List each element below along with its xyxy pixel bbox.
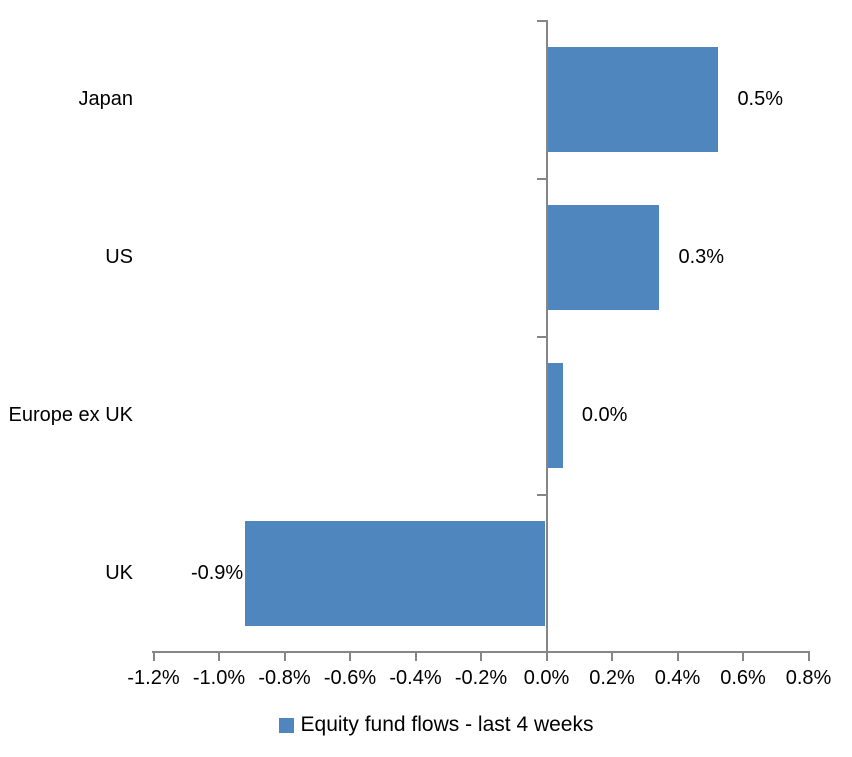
x-axis-tick <box>480 651 482 661</box>
x-axis-tick <box>611 651 613 661</box>
x-axis-tick <box>349 651 351 661</box>
bar-uk <box>245 520 546 626</box>
x-axis-tick-label: -1.0% <box>192 667 246 689</box>
x-axis-tick <box>414 651 417 661</box>
x-axis-tick <box>218 651 220 661</box>
x-axis-tick <box>742 651 744 661</box>
x-axis-tick-label: -0.2% <box>454 667 508 689</box>
x-axis-tick-label: -0.8% <box>258 667 311 689</box>
bar-europe-ex-uk <box>547 362 563 468</box>
legend-label: Equity fund flows - last 4 weeks <box>300 713 594 736</box>
x-axis-tick <box>545 651 548 661</box>
bar-value-label-europe-ex-uk: 0.0% <box>581 403 628 426</box>
y-axis-tick <box>537 178 546 180</box>
x-axis-tick-label: 0.4% <box>654 667 701 689</box>
bar-japan <box>547 46 719 152</box>
x-axis-tick <box>283 651 286 661</box>
legend-series-swatch-icon <box>278 717 294 733</box>
category-label-us: US <box>105 245 133 268</box>
bar-value-label-us: 0.3% <box>678 245 725 268</box>
bar-value-label-japan: 0.5% <box>737 87 784 110</box>
y-axis-tick <box>537 336 546 338</box>
y-axis-line <box>545 20 548 653</box>
category-label-europe-ex-uk: Europe ex UK <box>8 403 133 426</box>
x-axis-tick-label: -0.4% <box>389 667 442 689</box>
x-axis-tick-label: 0.0% <box>523 667 570 689</box>
x-axis-tick <box>807 651 810 661</box>
x-axis-tick-label: -1.2% <box>127 667 180 689</box>
x-axis-tick-label: -0.6% <box>323 667 377 689</box>
y-axis-tick <box>537 20 546 22</box>
x-axis-tick <box>152 651 155 661</box>
legend: Equity fund flows - last 4 weeks <box>0 713 852 737</box>
category-label-japan: Japan <box>78 87 134 110</box>
category-label-uk: UK <box>105 561 133 584</box>
x-axis-tick <box>676 651 679 661</box>
x-axis-tick-label: 0.8% <box>785 667 832 689</box>
bar-value-label-uk: -0.9% <box>190 561 244 584</box>
x-axis-tick-label: 0.2% <box>589 667 635 689</box>
x-axis-tick-label: 0.6% <box>720 667 766 689</box>
bar-us <box>547 204 660 310</box>
y-axis-tick <box>537 494 546 496</box>
